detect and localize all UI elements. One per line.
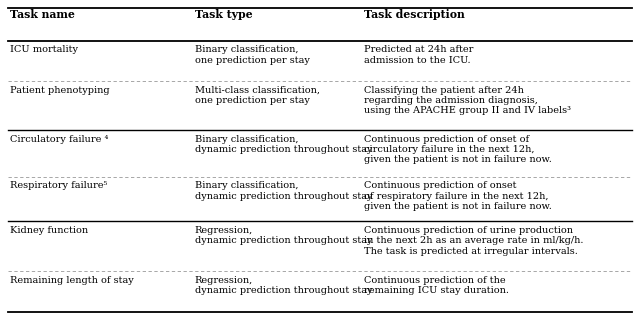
Text: Continuous prediction of the
remaining ICU stay duration.: Continuous prediction of the remaining I…	[364, 276, 509, 295]
Text: Binary classification,
dynamic prediction throughout stay: Binary classification, dynamic predictio…	[195, 135, 372, 154]
Text: Task description: Task description	[364, 9, 465, 20]
Text: Regression,
dynamic prediction throughout stay: Regression, dynamic prediction throughou…	[195, 276, 372, 295]
Text: Continuous prediction of onset of
circulatory failure in the next 12h,
given the: Continuous prediction of onset of circul…	[364, 135, 552, 164]
Text: Binary classification,
one prediction per stay: Binary classification, one prediction pe…	[195, 45, 309, 65]
Text: Patient phenotyping: Patient phenotyping	[10, 86, 110, 95]
Text: Binary classification,
dynamic prediction throughout stay: Binary classification, dynamic predictio…	[195, 181, 372, 201]
Text: Task type: Task type	[195, 9, 252, 20]
Text: Multi-class classification,
one prediction per stay: Multi-class classification, one predicti…	[195, 86, 319, 105]
Text: Predicted at 24h after
admission to the ICU.: Predicted at 24h after admission to the …	[364, 45, 474, 65]
Text: Kidney function: Kidney function	[10, 226, 88, 235]
Text: Remaining length of stay: Remaining length of stay	[10, 276, 134, 285]
Text: Task name: Task name	[10, 9, 75, 20]
Text: Continuous prediction of urine production
in the next 2h as an average rate in m: Continuous prediction of urine productio…	[364, 226, 584, 256]
Text: Classifying the patient after 24h
regarding the admission diagnosis,
using the A: Classifying the patient after 24h regard…	[364, 86, 571, 116]
Text: Respiratory failure⁵: Respiratory failure⁵	[10, 181, 108, 190]
Text: Continuous prediction of onset
of respiratory failure in the next 12h,
given the: Continuous prediction of onset of respir…	[364, 181, 552, 211]
Text: Circulatory failure ⁴: Circulatory failure ⁴	[10, 135, 109, 144]
Text: ICU mortality: ICU mortality	[10, 45, 78, 54]
Text: Regression,
dynamic prediction throughout stay: Regression, dynamic prediction throughou…	[195, 226, 372, 245]
